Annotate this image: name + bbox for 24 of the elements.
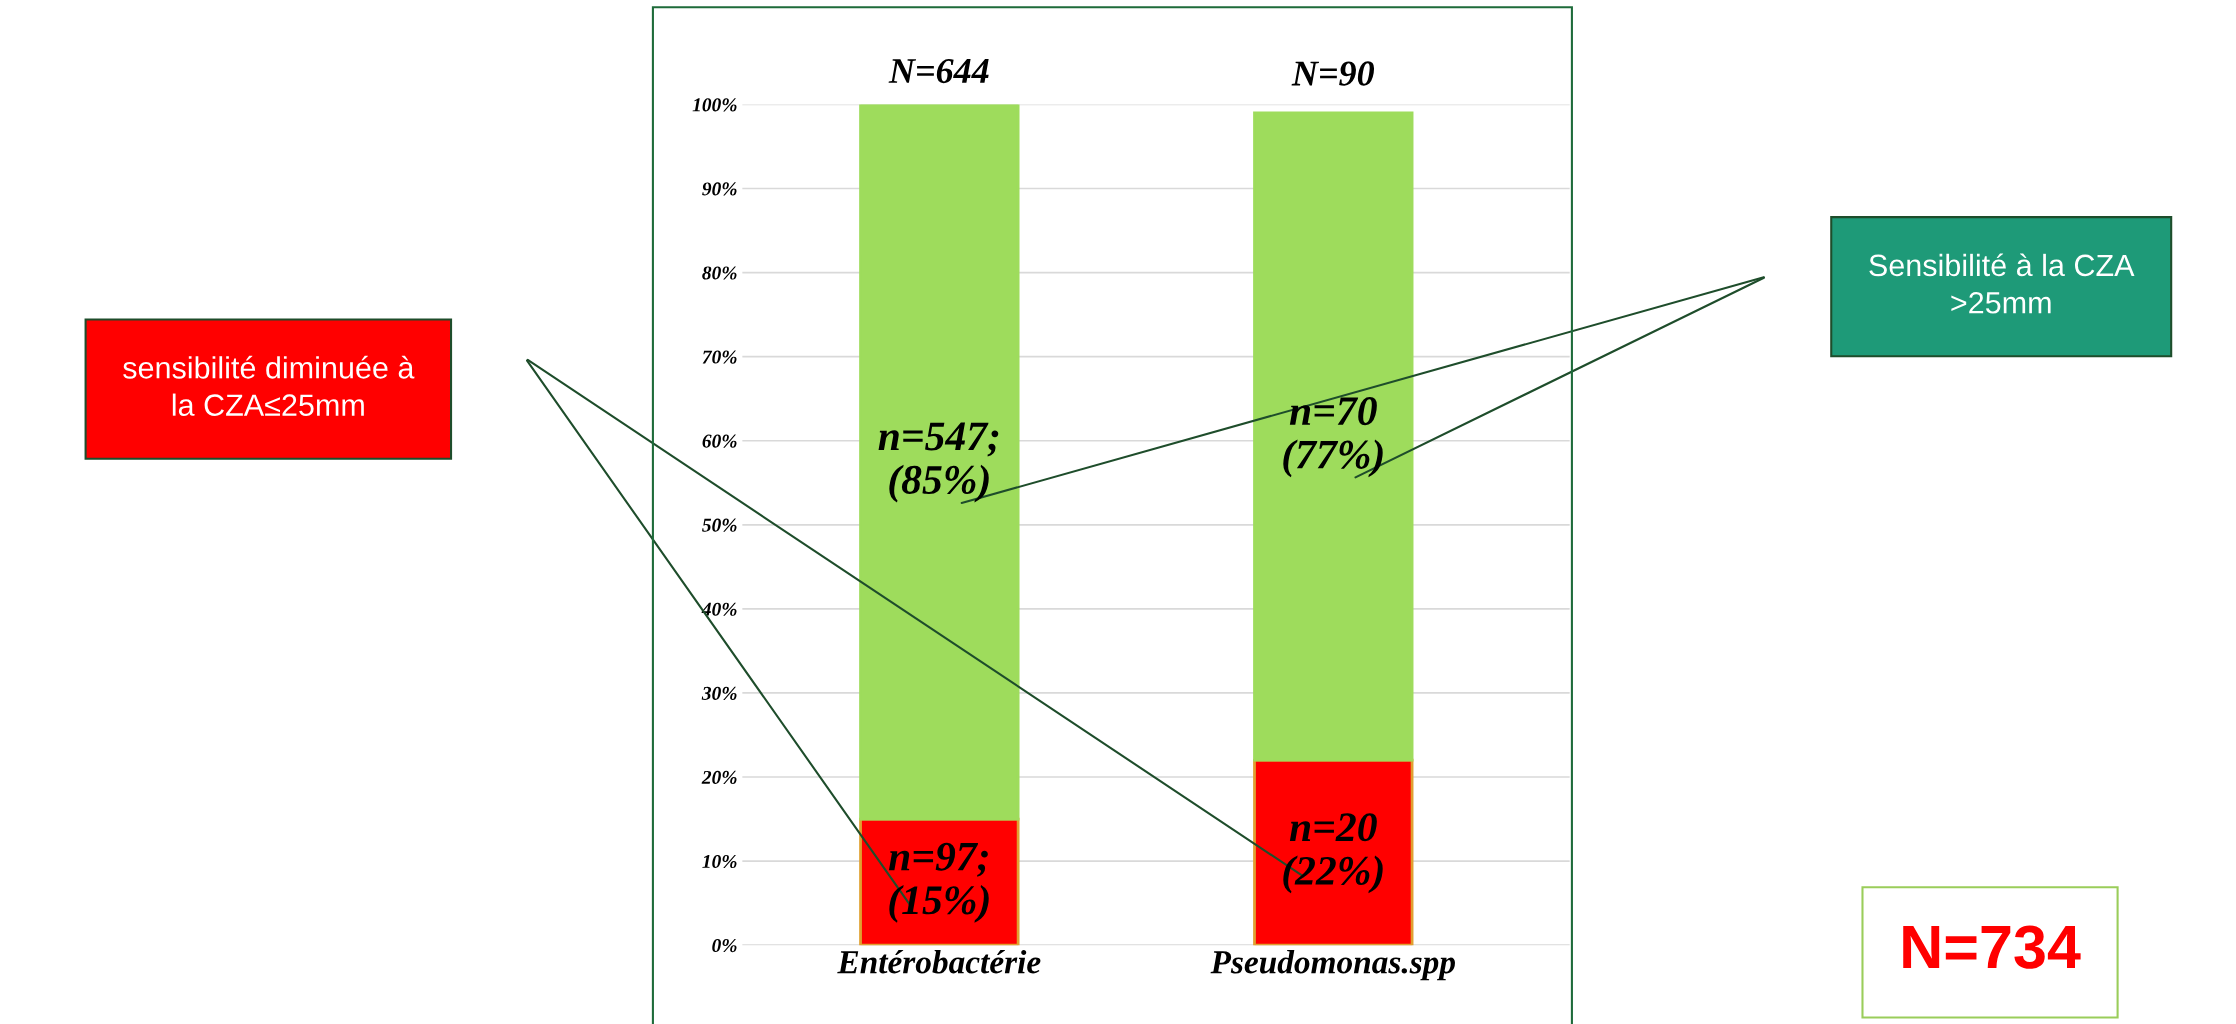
- y-tick-label: 40%: [701, 602, 737, 616]
- annotation: N=644: [888, 58, 989, 84]
- y-tick-label: 50%: [702, 518, 737, 532]
- y-tick-label: 10%: [702, 854, 737, 869]
- y-tick-label: 60%: [702, 434, 737, 448]
- bar: [1253, 111, 1414, 762]
- y-tick-label: 80%: [702, 266, 737, 280]
- y-tick-label: 20%: [701, 770, 737, 785]
- y-tick-label: 100%: [692, 98, 737, 112]
- annotation: N=90: [1291, 61, 1375, 86]
- text: Sensibilité à la CZA >25mm: [1869, 253, 2135, 314]
- x-tick-label: Pseudomonas.spp: [1210, 950, 1455, 981]
- y-tick-label: 0%: [712, 938, 737, 953]
- bar: [859, 104, 1020, 821]
- data-label: n=97; (15%): [888, 842, 989, 923]
- text: sensibilité diminuée à la CZA≤25mm: [123, 355, 415, 416]
- y-tick-label: 90%: [702, 182, 737, 196]
- data-label: n=20 (22%): [1283, 813, 1383, 894]
- x-tick-label: Entérobactérie: [837, 949, 1041, 974]
- data-label: n=547; (85%): [878, 422, 999, 503]
- data-label: n=70 (77%): [1283, 397, 1383, 478]
- text: N=734: [1903, 925, 2081, 969]
- y-tick-label: 70%: [702, 350, 737, 364]
- y-tick-label: 30%: [701, 686, 737, 700]
